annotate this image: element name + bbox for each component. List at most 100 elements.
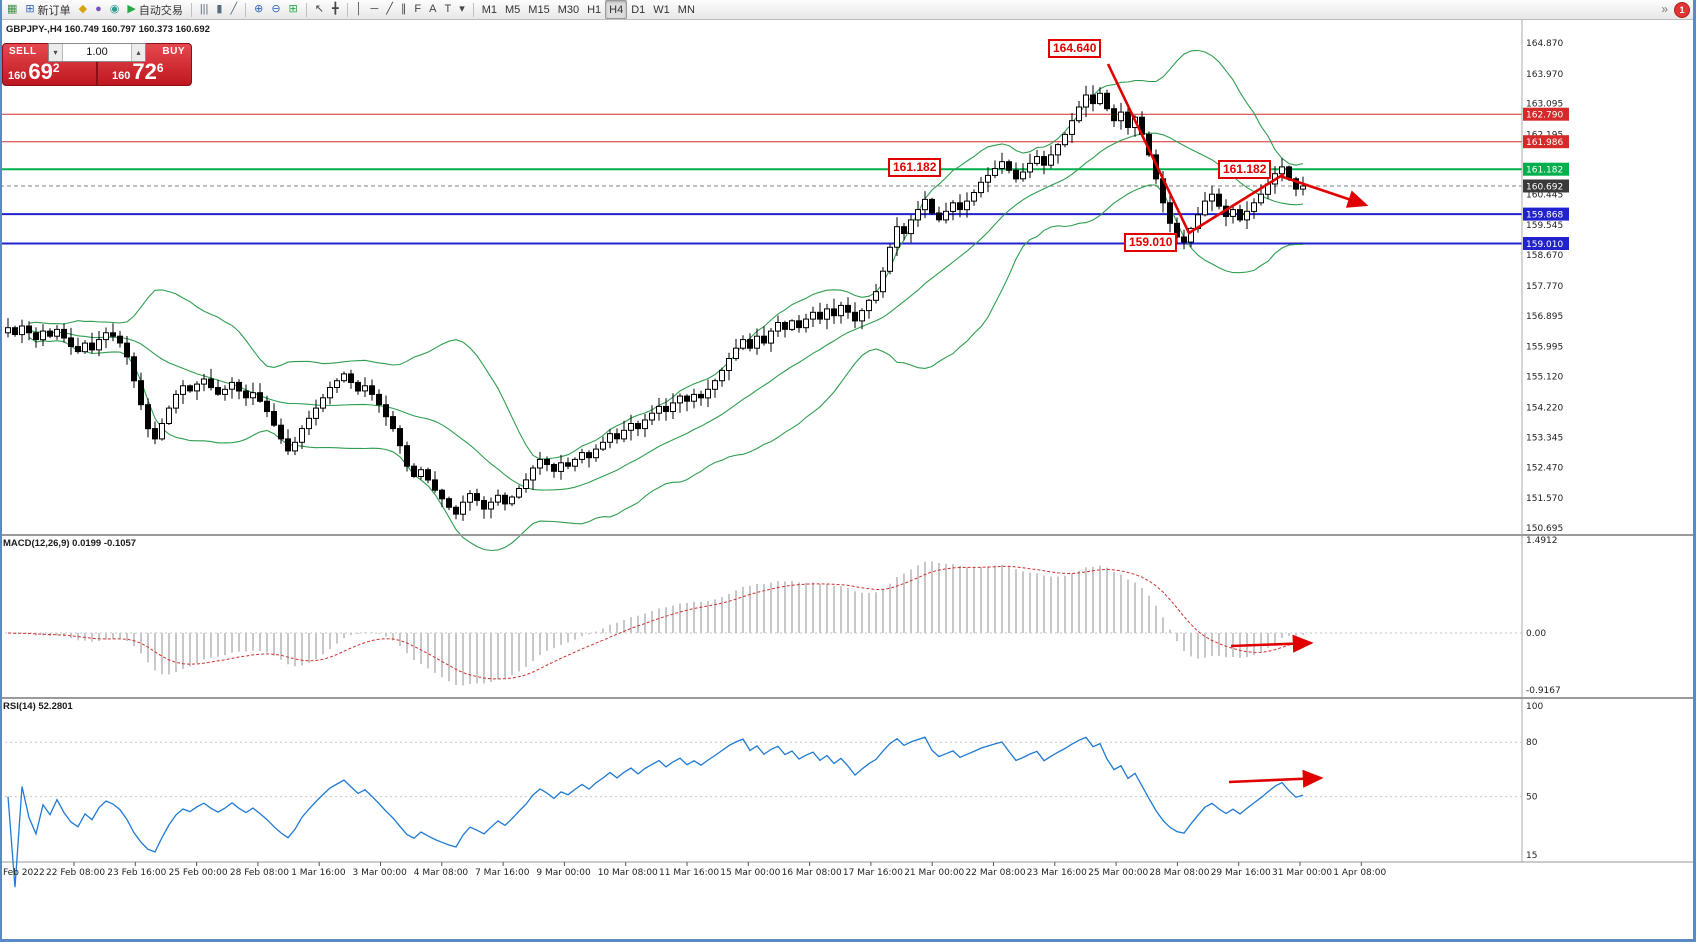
horizontal-line-icon: ─	[370, 3, 379, 15]
candles	[5, 85, 1306, 521]
svg-text:4 Mar 08:00: 4 Mar 08:00	[414, 868, 469, 878]
svg-text:159.868: 159.868	[1526, 211, 1563, 221]
new-chart-button[interactable]: ▦	[3, 0, 21, 19]
toolbar-separator	[472, 2, 474, 17]
price-callout[interactable]: 161.182	[888, 158, 942, 177]
text-label-button[interactable]: T	[440, 0, 455, 19]
trend-line-icon: ╱	[386, 3, 393, 15]
panel-separators	[0, 534, 1696, 863]
svg-text:151.570: 151.570	[1526, 494, 1563, 504]
price-callout[interactable]: 161.182	[1218, 160, 1272, 179]
notification-badge[interactable]: 1	[1675, 3, 1689, 17]
macd-panel: 1.4912 0.00 -0.9167	[0, 536, 1561, 696]
shapes-button[interactable]: ▾	[455, 0, 469, 19]
text-button[interactable]: A	[425, 0, 440, 19]
text-label-icon: T	[444, 3, 452, 15]
line-chart-mode-button[interactable]: ╱	[226, 0, 241, 19]
svg-text:155.120: 155.120	[1526, 373, 1563, 383]
toolbar-separator	[346, 2, 348, 17]
tf-h4-button[interactable]: H4	[605, 0, 628, 19]
tf-w1-label: W1	[653, 3, 670, 16]
tf-m30-button[interactable]: M30	[554, 0, 583, 19]
toolbar-overflow-icon[interactable]: »	[1661, 2, 1668, 16]
equidistant-channel-button[interactable]: ∥	[397, 0, 411, 19]
toolbar-separator	[190, 2, 192, 17]
svg-text:23 Mar 16:00: 23 Mar 16:00	[1027, 868, 1087, 878]
new-order-icon: ⊞	[25, 3, 35, 15]
auto-trading-label: 自动交易	[138, 4, 183, 17]
time-axis: Feb 2022 22 Feb 08:00 23 Feb 16:00 25 Feb 0…	[3, 862, 1387, 878]
svg-text:160.445: 160.445	[1526, 190, 1563, 200]
horizontal-line-button[interactable]: ─	[366, 0, 382, 19]
tf-m15-button[interactable]: M15	[524, 0, 553, 19]
tf-d1-button[interactable]: D1	[627, 0, 649, 19]
svg-text:1 Mar 16:00: 1 Mar 16:00	[291, 868, 346, 878]
window-border-left	[0, 0, 2, 942]
candle-chart-mode-button[interactable]: ▮	[212, 0, 226, 19]
crosshair-button[interactable]: ╋	[328, 0, 343, 19]
tf-h1-label: H1	[587, 3, 602, 16]
svg-text:21 Mar 00:00: 21 Mar 00:00	[904, 868, 964, 878]
tile-windows-button[interactable]: ⊞	[285, 0, 302, 19]
trend-line-button[interactable]: ╱	[382, 0, 397, 19]
window-border-right	[1693, 0, 1696, 942]
volume-decrease-button[interactable]: ▾	[49, 44, 63, 61]
tf-w1-button[interactable]: W1	[649, 0, 674, 19]
svg-text:154.220: 154.220	[1526, 403, 1563, 413]
svg-text:-0.9167: -0.9167	[1526, 686, 1561, 696]
profiles-button[interactable]: ●	[91, 0, 106, 19]
auto-trading-button[interactable]: ▶ 自动交易	[123, 0, 186, 19]
svg-text:156.895: 156.895	[1526, 312, 1563, 322]
svg-text:163.095: 163.095	[1526, 100, 1563, 110]
svg-text:160.692: 160.692	[1526, 183, 1563, 193]
sell-label: SELL	[9, 46, 37, 57]
volume-increase-button[interactable]: ▴	[131, 44, 145, 61]
cursor-button[interactable]: ↖	[311, 0, 328, 19]
window-border-bottom	[0, 939, 1696, 942]
svg-text:15 Mar 00:00: 15 Mar 00:00	[720, 868, 780, 878]
crosshair-icon: ╋	[331, 3, 339, 15]
tf-m1-label: M1	[481, 3, 498, 16]
volume-input[interactable]: ▾ 1.00 ▴	[48, 43, 146, 62]
sell-price-prefix: 160	[8, 70, 27, 82]
svg-text:28 Mar 08:00: 28 Mar 08:00	[1149, 868, 1209, 878]
new-order-button[interactable]: ⊞ 新订单	[21, 0, 74, 19]
buy-label: BUY	[162, 46, 185, 57]
svg-text:100: 100	[1526, 702, 1543, 712]
tf-m5-button[interactable]: M5	[501, 0, 524, 19]
toolbar: ▦ ⊞ 新订单 ◆ ● ◉ ▶ 自动交易 ||| ▮ ╱ ⊕ ⊖ ⊞ ↖ ╋ │ ─ ╱ ∥ F A T ▾ M1 M5 M15 M3…	[0, 0, 1696, 20]
line-chart-mode-icon: ╱	[230, 3, 238, 15]
price-callout[interactable]: 159.010	[1124, 233, 1178, 252]
zoom-in-button[interactable]: ⊕	[250, 0, 267, 19]
trend-arrows[interactable]	[1106, 63, 1369, 788]
zoom-out-icon: ⊖	[271, 3, 281, 15]
auto-trading-icon: ▶	[127, 3, 136, 15]
sell-price-big: 69	[28, 59, 53, 84]
indicator-list-icon: ◆	[78, 3, 88, 15]
svg-text:10 Mar 08:00: 10 Mar 08:00	[598, 868, 658, 878]
sell-price-sup: 2	[52, 60, 60, 75]
tf-d1-label: D1	[631, 3, 646, 16]
zoom-out-button[interactable]: ⊖	[267, 0, 284, 19]
price-callout[interactable]: 164.640	[1048, 39, 1102, 58]
vertical-line-button[interactable]: │	[352, 0, 367, 19]
one-click-trading-widget: SELL 160692 BUY 160726 ▾ 1.00 ▴	[2, 43, 192, 86]
indicator-list-button[interactable]: ◆	[75, 0, 91, 19]
tf-h1-button[interactable]: H1	[583, 0, 605, 19]
alerts-icon: ◉	[109, 3, 120, 15]
tf-mn-button[interactable]: MN	[674, 0, 699, 19]
vertical-line-icon: │	[355, 3, 363, 15]
svg-text:50: 50	[1526, 793, 1538, 803]
tf-m1-button[interactable]: M1	[478, 0, 501, 19]
sell-price: 160692	[8, 59, 60, 85]
svg-text:Feb 2022: Feb 2022	[3, 868, 45, 878]
svg-text:1 Apr 08:00: 1 Apr 08:00	[1333, 868, 1386, 878]
bar-chart-mode-button[interactable]: |||	[196, 0, 213, 19]
alerts-button[interactable]: ◉	[106, 0, 124, 19]
svg-text:15: 15	[1526, 851, 1537, 861]
fibonacci-button[interactable]: F	[410, 0, 425, 19]
buy-price: 160726	[112, 59, 164, 85]
svg-text:25 Feb 00:00: 25 Feb 00:00	[169, 868, 228, 878]
